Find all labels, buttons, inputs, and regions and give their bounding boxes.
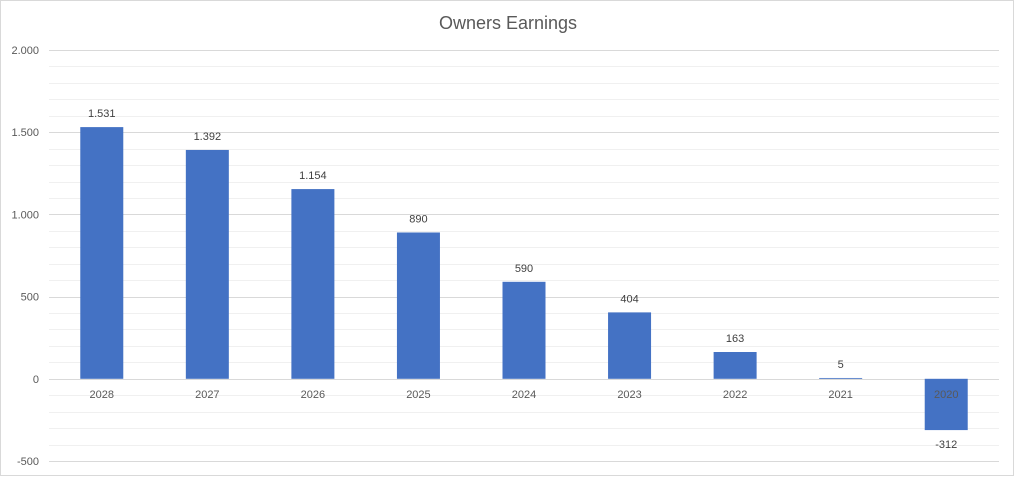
y-tick-label: 500 (21, 292, 39, 304)
bar-2027 (185, 149, 229, 379)
x-tick-label: 2026 (301, 389, 325, 401)
y-tick-label: -500 (17, 456, 39, 468)
y-axis-tick-labels: 2.000 1.500 1.000 500 0 -500 (11, 45, 39, 468)
y-tick-label: 2.000 (11, 45, 39, 57)
y-tick-label: 1.000 (11, 209, 39, 221)
x-tick-label: 2020 (934, 389, 958, 401)
data-label: 1.392 (194, 131, 222, 143)
x-tick-label: 2024 (512, 389, 536, 401)
x-tick-label: 2022 (723, 389, 747, 401)
data-label: 163 (726, 333, 744, 345)
bar-2025 (396, 232, 440, 379)
bar-2026 (291, 189, 335, 379)
bar-2023 (608, 312, 652, 379)
bar-2021 (819, 377, 863, 379)
data-labels: 1.531 1.392 1.154 890 590 404 163 5 -312 (88, 108, 957, 451)
y-tick-label: 0 (33, 374, 39, 386)
chart-title: Owners Earnings (439, 13, 577, 33)
bar-2022 (713, 352, 757, 379)
bar-2020 (924, 378, 968, 431)
data-label: 5 (838, 359, 844, 371)
data-label: 590 (515, 263, 533, 275)
y-tick-label: 1.500 (11, 127, 39, 139)
data-label: 890 (409, 213, 427, 225)
x-tick-label: 2023 (617, 389, 641, 401)
data-label: 404 (620, 293, 638, 305)
data-label: -312 (935, 439, 957, 451)
x-tick-label: 2027 (195, 389, 219, 401)
bar-2024 (502, 281, 546, 379)
data-label: 1.154 (299, 170, 327, 182)
bar-2028 (80, 127, 124, 379)
bars (80, 127, 968, 431)
data-label: 1.531 (88, 108, 116, 120)
x-axis-tick-labels: 2028 2027 2026 2025 2024 2023 2022 2021 2020 (90, 389, 959, 401)
x-tick-label: 2028 (90, 389, 114, 401)
x-tick-label: 2025 (406, 389, 430, 401)
x-tick-label: 2021 (828, 389, 852, 401)
